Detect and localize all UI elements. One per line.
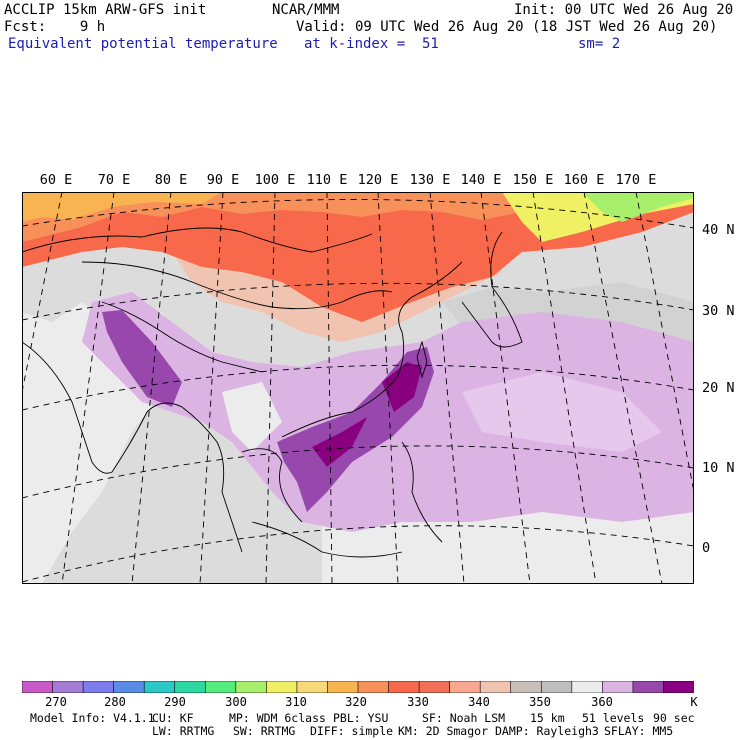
colorbar-swatch [235, 681, 267, 693]
footer-model-info: Model Info: V4.1.1 [30, 711, 155, 725]
colorbar-label: 280 [104, 695, 126, 709]
colorbar-swatch [510, 681, 542, 693]
colorbar-swatch [418, 681, 451, 693]
colorbar-swatch [357, 681, 390, 693]
colorbar-swatch [174, 681, 206, 693]
lat-label: 30 N [702, 303, 735, 319]
footer-resolution: 15 km [530, 711, 565, 725]
model-title: ACCLIP 15km ARW-GFS init [4, 2, 207, 18]
colorbar-swatch [113, 681, 145, 693]
colorbar-swatch [82, 681, 115, 693]
coast-japan [461, 231, 523, 348]
colorbar-label: 310 [285, 695, 307, 709]
border-russia [22, 227, 373, 253]
valid-time: Valid: 09 UTC Wed 26 Aug 20 (18 JST Wed … [296, 19, 718, 35]
lon-label: 90 E [206, 172, 240, 188]
colorbar-swatch [143, 681, 176, 693]
footer-sf: SF: Noah LSM [422, 711, 506, 725]
lat-label: 20 N [702, 380, 735, 396]
colorbar-label: 360 [591, 695, 613, 709]
colorbar-swatch [540, 681, 573, 693]
colorbar-swatch [479, 681, 512, 693]
colorbar-swatch [266, 681, 298, 693]
coast-taiwan [416, 340, 428, 379]
footer-sw: SW: RRTMG [233, 724, 296, 738]
lon-label: 70 E [97, 172, 131, 188]
footer-timestep: 90 sec [653, 711, 695, 725]
coast-china [281, 261, 463, 438]
lat-label: 0 [702, 540, 711, 556]
init-time: Init: 00 UTC Wed 26 Aug 20 [514, 2, 734, 18]
colorbar-label: 350 [529, 695, 551, 709]
field-light-indochina [222, 382, 282, 452]
coast-borneo [251, 521, 403, 558]
lon-label: 100 E [254, 172, 296, 188]
footer-levels: 51 levels [582, 711, 645, 725]
field-name: Equivalent potential temperature [8, 36, 278, 52]
footer-km: KM: 2D Smagor [398, 724, 489, 738]
equivalent-potential-temperature-map [22, 192, 694, 584]
colorbar-swatch [632, 681, 665, 693]
field-purple-india [102, 310, 182, 407]
footer-sflay: SFLAY: MM5 [604, 724, 674, 738]
border-himalaya [101, 301, 263, 373]
border-china-mongolia [81, 261, 393, 310]
colorbar-label: 320 [345, 695, 367, 709]
meridian-170e [635, 192, 694, 493]
colorbar-swatch [22, 681, 54, 693]
meridian-60e [22, 192, 63, 393]
colorbar-swatch [602, 681, 634, 693]
field-lavender-pacific [462, 372, 662, 452]
colorbar-label: 340 [468, 695, 490, 709]
coast-india [22, 341, 218, 474]
field-light-orange [22, 192, 222, 222]
field-deep-purple-taiwan [382, 362, 422, 412]
lon-label: 80 E [154, 172, 188, 188]
colorbar-swatch [296, 681, 329, 693]
meridian-160e [583, 192, 663, 584]
meridian-150e [532, 192, 597, 584]
lon-label: 60 E [39, 172, 73, 188]
colorbar-swatch [449, 681, 481, 693]
footer-pbl: PBL: YSU [333, 711, 389, 725]
lon-label: 140 E [460, 172, 502, 188]
field-deep-purple-scs [312, 417, 367, 467]
map-frame [22, 192, 694, 584]
colorbar-unit: K [690, 695, 698, 709]
coast-philippines [401, 441, 443, 543]
field-green [582, 192, 694, 222]
colorbar-label: 290 [164, 695, 186, 709]
colorbar-label: 300 [225, 695, 247, 709]
colorbar [22, 681, 694, 693]
lon-label: 120 E [357, 172, 399, 188]
footer-lw: LW: RRTMG [152, 724, 215, 738]
footer-diff: DIFF: simple [310, 724, 394, 738]
colorbar-label: 270 [45, 695, 67, 709]
colorbar-swatch [388, 681, 420, 693]
footer-damp: DAMP: Rayleigh3 [495, 724, 599, 738]
lat-label: 40 N [702, 222, 735, 238]
colorbar-swatch [663, 681, 694, 693]
lon-label: 110 E [306, 172, 348, 188]
coast-indochina [216, 441, 303, 553]
colorbar-swatch [52, 681, 84, 693]
footer-mp: MP: WDM 6class [229, 711, 326, 725]
lat-label: 10 N [702, 460, 735, 476]
level-index: at k-index = 51 [304, 36, 439, 52]
lon-label: 150 E [512, 172, 554, 188]
smoothing: sm= 2 [578, 36, 621, 52]
colorbar-swatch [204, 681, 237, 693]
lon-label: 160 E [563, 172, 605, 188]
colorbar-label: 330 [407, 695, 429, 709]
organization: NCAR/MMM [272, 2, 340, 18]
forecast-hour: Fcst: 9 h [4, 19, 106, 35]
colorbar-swatch [327, 681, 359, 693]
lon-label: 170 E [615, 172, 657, 188]
colorbar-swatch [571, 681, 603, 693]
lon-label: 130 E [409, 172, 451, 188]
footer-cu: CU: KF [152, 711, 194, 725]
